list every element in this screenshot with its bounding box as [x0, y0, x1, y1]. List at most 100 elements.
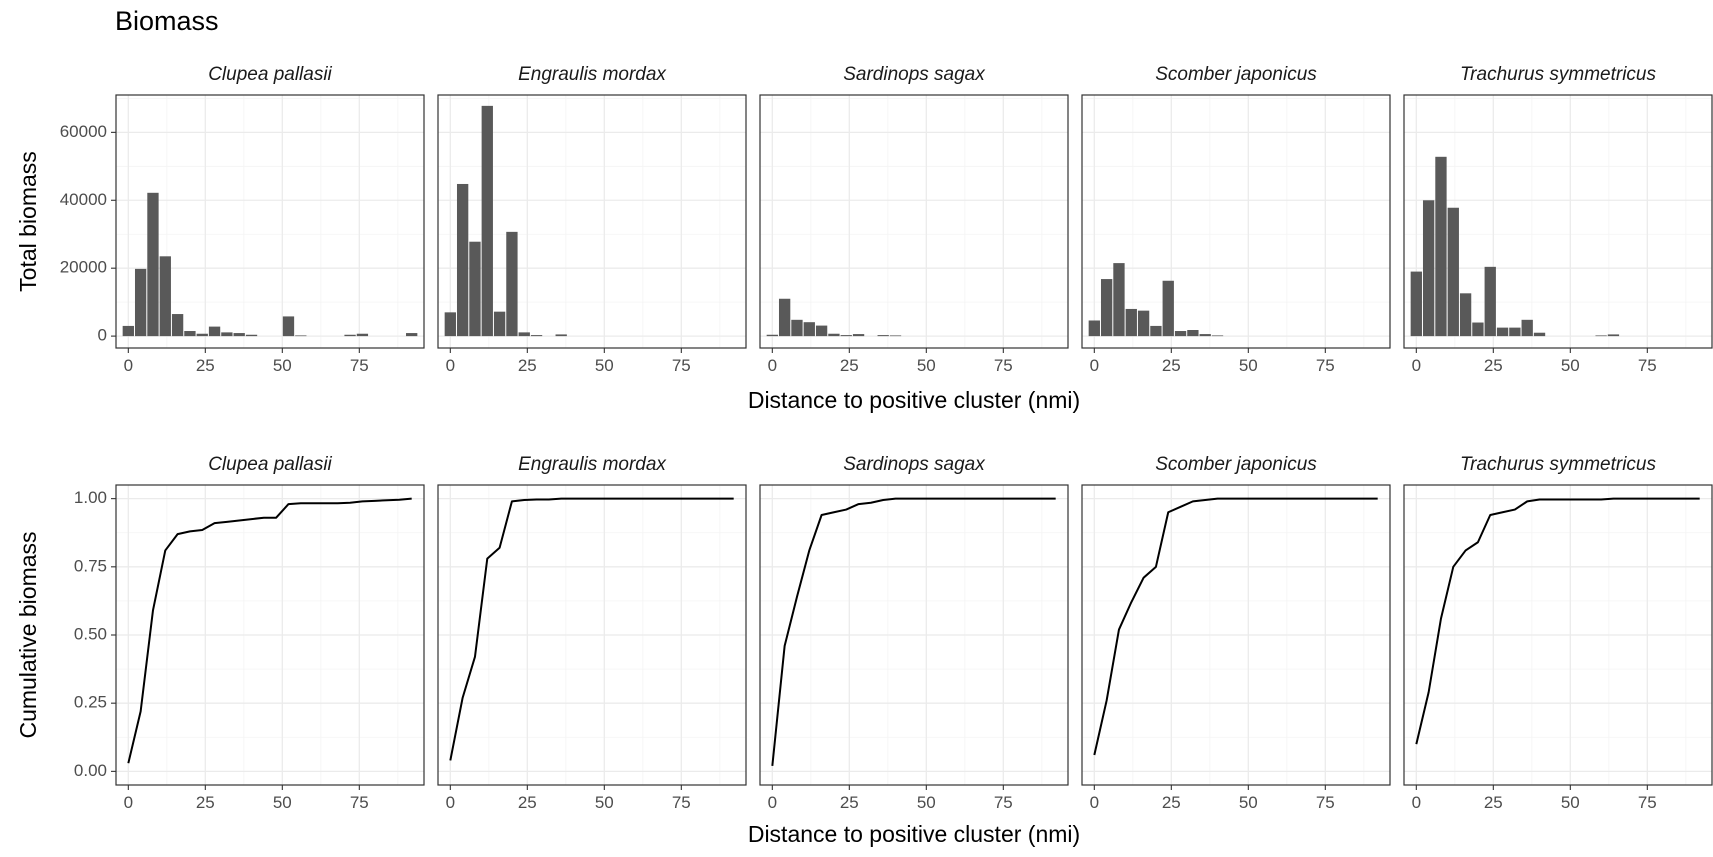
- histogram-bar: [1199, 334, 1211, 337]
- x-tick-label: 50: [595, 793, 614, 812]
- panel-border: [759, 484, 1069, 786]
- histogram-bar: [444, 312, 456, 337]
- x-tick-label: 50: [1239, 793, 1258, 812]
- x-tick-label: 75: [1638, 356, 1657, 375]
- histogram-bar: [766, 334, 778, 337]
- facet-strip-label: Engraulis mordax: [518, 64, 667, 85]
- histogram-bar: [889, 335, 902, 337]
- x-tick-label: 75: [994, 793, 1013, 812]
- facet-strip-label: Trachurus symmetricus: [1460, 454, 1657, 475]
- histogram-bar: [1472, 322, 1484, 337]
- x-tick-label: 25: [518, 356, 537, 375]
- y-tick-label: 0.50: [74, 624, 107, 643]
- histogram-bar: [877, 335, 889, 337]
- x-tick-label: 50: [273, 356, 292, 375]
- facet-strip-label: Clupea pallasii: [208, 64, 332, 85]
- histogram-bar: [803, 322, 815, 337]
- x-tick-label: 25: [196, 356, 215, 375]
- cumulative-line: [1415, 497, 1700, 745]
- y-tick-label: 40000: [60, 190, 107, 209]
- histogram-bar: [518, 332, 530, 337]
- histogram-bar: [1509, 327, 1521, 337]
- histogram-bar: [1100, 279, 1113, 337]
- histogram-bar: [1607, 334, 1620, 337]
- histogram-bar: [1459, 293, 1472, 337]
- panel-border: [759, 94, 1069, 349]
- histogram-bar: [1410, 271, 1422, 337]
- histogram-bar: [530, 335, 543, 337]
- histogram-bar: [208, 326, 221, 337]
- x-tick-label: 0: [1090, 793, 1099, 812]
- x-tick-label: 50: [1561, 793, 1580, 812]
- histogram-bar: [1533, 332, 1546, 337]
- y-tick-label: 20000: [60, 258, 107, 277]
- page-title: Biomass: [115, 6, 219, 36]
- histogram-bar: [1496, 327, 1509, 337]
- x-tick-label: 50: [273, 793, 292, 812]
- facet-strip-label: Trachurus symmetricus: [1460, 64, 1657, 85]
- x-tick-label: 75: [672, 356, 691, 375]
- histogram-bar: [1125, 308, 1137, 337]
- y-tick-label: 0: [98, 326, 107, 345]
- histogram-bar: [1521, 319, 1533, 337]
- y-tick-label: 0.25: [74, 693, 107, 712]
- cumulative-line: [1093, 497, 1378, 756]
- x-tick-label: 0: [446, 356, 455, 375]
- histogram-bar: [840, 335, 852, 337]
- histogram-bar: [356, 333, 369, 337]
- cumulative-line: [127, 497, 412, 764]
- x-tick-label: 25: [1484, 356, 1503, 375]
- x-tick-label: 25: [1162, 356, 1181, 375]
- x-tick-label: 0: [1412, 356, 1421, 375]
- x-tick-label: 75: [1316, 356, 1335, 375]
- histogram-bar: [1088, 320, 1100, 337]
- histogram-bar: [1187, 330, 1199, 337]
- histogram-bar: [122, 325, 134, 337]
- x-tick-label: 50: [917, 356, 936, 375]
- x-tick-label: 75: [1316, 793, 1335, 812]
- histogram-bar: [134, 268, 147, 337]
- facet-strip-label: Clupea pallasii: [208, 454, 332, 475]
- x-tick-label: 75: [350, 356, 369, 375]
- histogram-bar: [344, 334, 356, 337]
- histogram-bar: [1150, 325, 1162, 337]
- x-tick-label: 0: [768, 356, 777, 375]
- histogram-bar: [221, 332, 233, 337]
- facet-strip-label: Engraulis mordax: [518, 454, 667, 475]
- x-tick-label: 50: [917, 793, 936, 812]
- y-tick-label: 0.00: [74, 761, 107, 780]
- histogram-bar: [1595, 335, 1607, 337]
- cumulative-line: [449, 497, 734, 761]
- y-axis-title: Cumulative biomass: [15, 531, 41, 738]
- histogram-bar: [828, 333, 840, 337]
- x-tick-label: 25: [1162, 793, 1181, 812]
- histogram-bar: [1211, 335, 1224, 337]
- histogram-bar: [1447, 207, 1459, 337]
- panel-border: [1403, 484, 1713, 786]
- histogram-bar: [1422, 200, 1435, 337]
- histogram-bar: [555, 334, 567, 337]
- histogram-bar: [469, 241, 481, 337]
- x-tick-label: 25: [518, 793, 537, 812]
- histogram-bar: [1162, 280, 1174, 337]
- histogram-bar: [815, 325, 828, 337]
- y-axis-title: Total biomass: [15, 151, 41, 292]
- histogram-bar: [282, 316, 295, 337]
- panel-border: [1081, 484, 1391, 786]
- histogram-bar: [493, 311, 506, 337]
- x-tick-label: 50: [595, 356, 614, 375]
- x-tick-label: 25: [1484, 793, 1503, 812]
- facet-strip-label: Scomber japonicus: [1155, 64, 1317, 85]
- histogram-bar: [1435, 156, 1447, 337]
- histogram-bar: [778, 298, 791, 337]
- histogram-bar: [481, 105, 493, 337]
- panel-border: [437, 94, 747, 349]
- x-tick-label: 0: [1412, 793, 1421, 812]
- x-tick-label: 0: [446, 793, 455, 812]
- histogram-bar: [1484, 266, 1496, 337]
- x-tick-label: 25: [840, 356, 859, 375]
- histogram-bar: [295, 335, 307, 337]
- x-tick-label: 75: [672, 793, 691, 812]
